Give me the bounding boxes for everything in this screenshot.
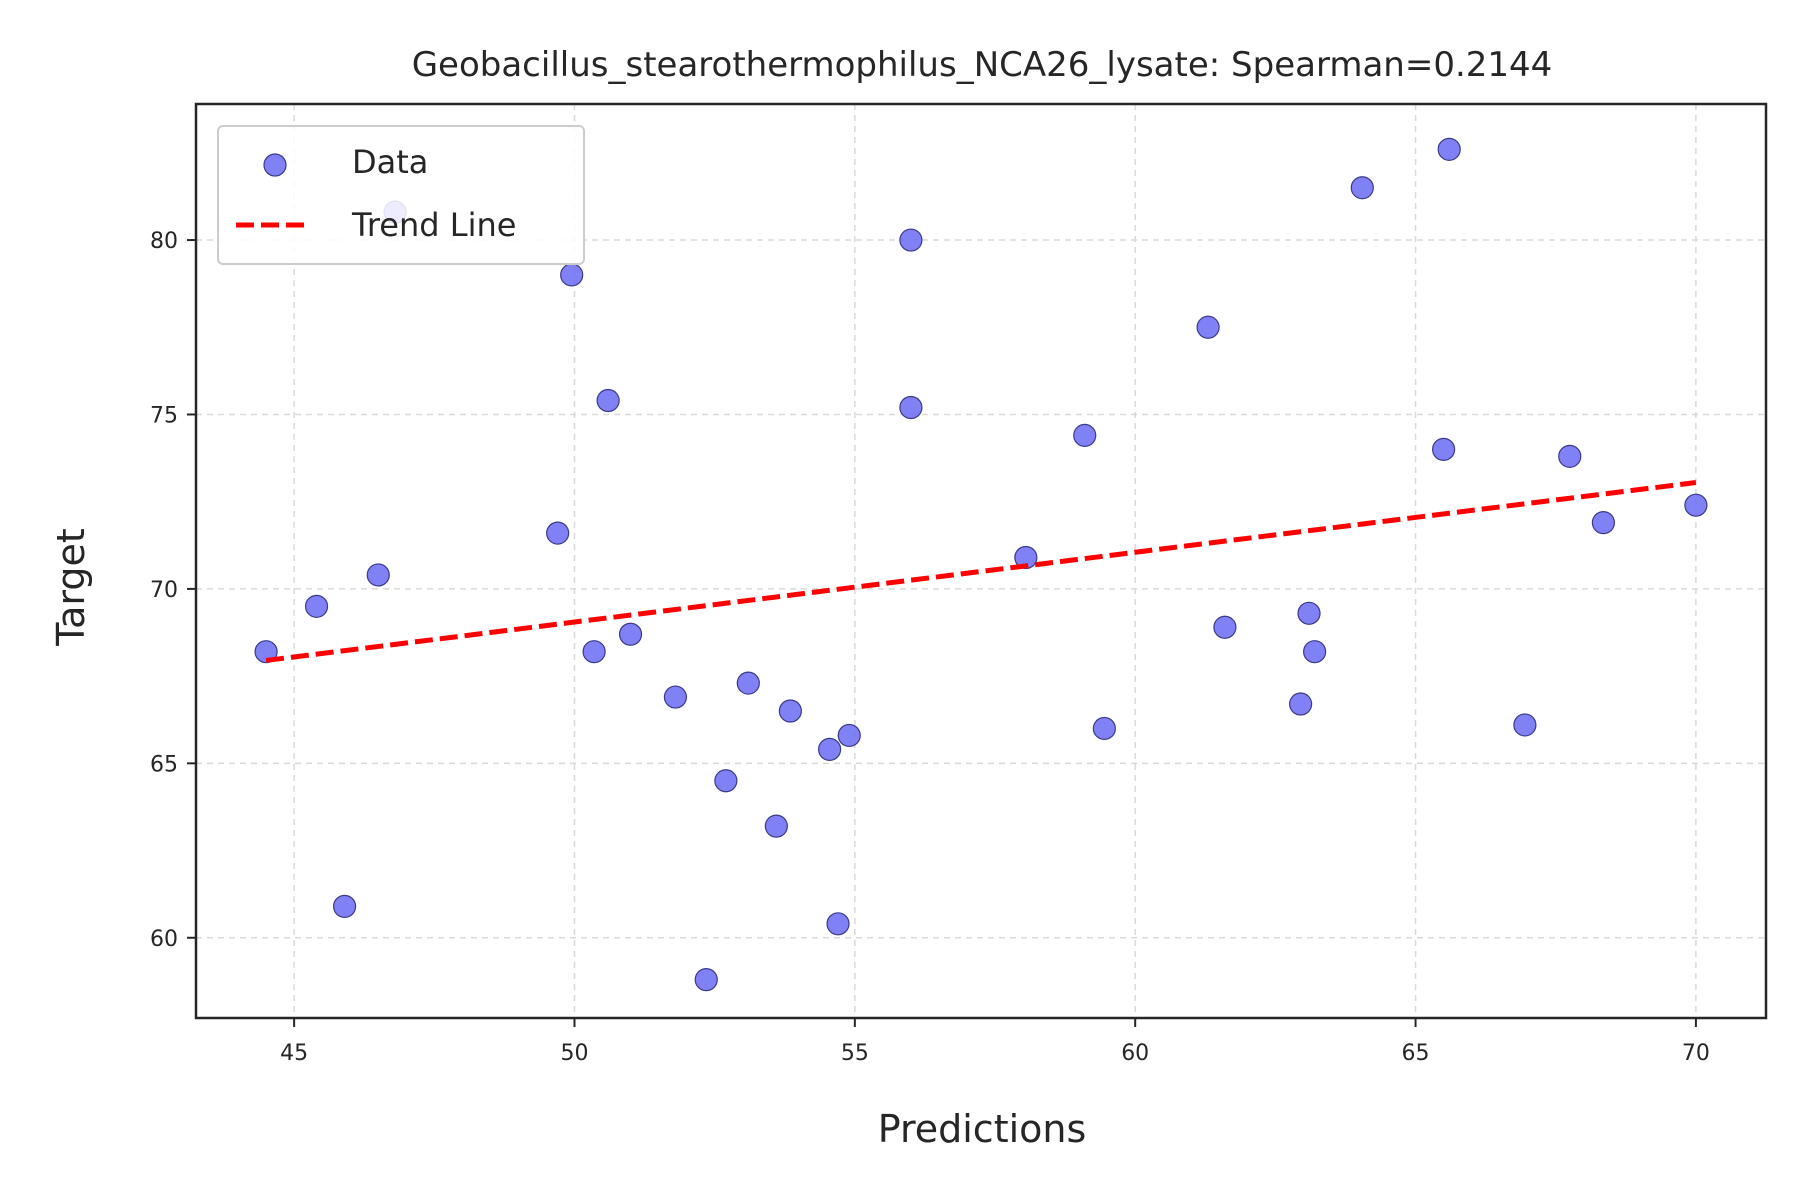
legend-label-data: Data [352, 143, 428, 181]
y-axis-label: Target [49, 528, 93, 647]
y-tick-label: 70 [150, 578, 178, 603]
plot-area-frame [194, 102, 1768, 1020]
data-point [714, 769, 738, 793]
legend-box [217, 125, 585, 265]
y-tick-label: 65 [150, 752, 178, 777]
data-point [332, 894, 357, 918]
data-point [1513, 713, 1537, 737]
x-tick-label: 55 [841, 1041, 869, 1066]
data-point [899, 228, 923, 252]
data-point [1297, 601, 1321, 625]
trend-line [265, 480, 1697, 663]
x-tick-label: 45 [280, 1041, 308, 1066]
data-point [596, 388, 620, 413]
data-point [837, 723, 861, 748]
data-point [1196, 315, 1220, 339]
legend-marker-data [263, 153, 287, 177]
x-axis-label: Predictions [878, 1107, 1087, 1151]
data-point [546, 521, 570, 545]
y-tick-label: 80 [150, 229, 178, 254]
data-point [560, 263, 584, 287]
data-point [366, 563, 390, 587]
data-point [304, 594, 329, 618]
y-axis-ticks: 60 65 70 75 80 [150, 229, 196, 952]
grid [196, 104, 1766, 1018]
data-point [1213, 615, 1237, 639]
data-point [1303, 640, 1327, 664]
data-point [778, 699, 802, 723]
data-point [1073, 423, 1097, 448]
data-point [694, 968, 718, 992]
data-point [826, 912, 850, 936]
data-point [1558, 444, 1582, 468]
data-point [1289, 692, 1313, 716]
data-point [618, 622, 643, 646]
data-point [1437, 137, 1461, 161]
x-tick-label: 50 [560, 1041, 588, 1066]
data-point [254, 640, 278, 664]
data-point [1014, 545, 1038, 570]
y-tick-label: 75 [150, 403, 178, 428]
data-point [899, 395, 923, 420]
legend-label-trend-line: Trend Line [351, 206, 516, 244]
data-point [818, 737, 842, 761]
data-point [764, 814, 788, 838]
data-point [1591, 511, 1615, 535]
data-point [1431, 437, 1456, 461]
data-point [1350, 176, 1374, 200]
data-point [1684, 493, 1708, 517]
data-point [736, 671, 760, 695]
data-point [582, 640, 606, 664]
y-tick-label: 60 [150, 927, 178, 952]
legend: Data Trend Line [217, 125, 585, 265]
x-tick-label: 65 [1402, 1041, 1430, 1066]
chart-title: Geobacillus_stearothermophilus_NCA26_lys… [412, 45, 1553, 85]
trend-line-layer [265, 480, 1697, 663]
x-tick-label: 60 [1121, 1041, 1149, 1066]
x-tick-label: 70 [1682, 1041, 1710, 1066]
x-axis-ticks: 45 50 55 60 65 70 [280, 1018, 1710, 1066]
data-point [1092, 716, 1116, 741]
data-point [663, 685, 688, 709]
